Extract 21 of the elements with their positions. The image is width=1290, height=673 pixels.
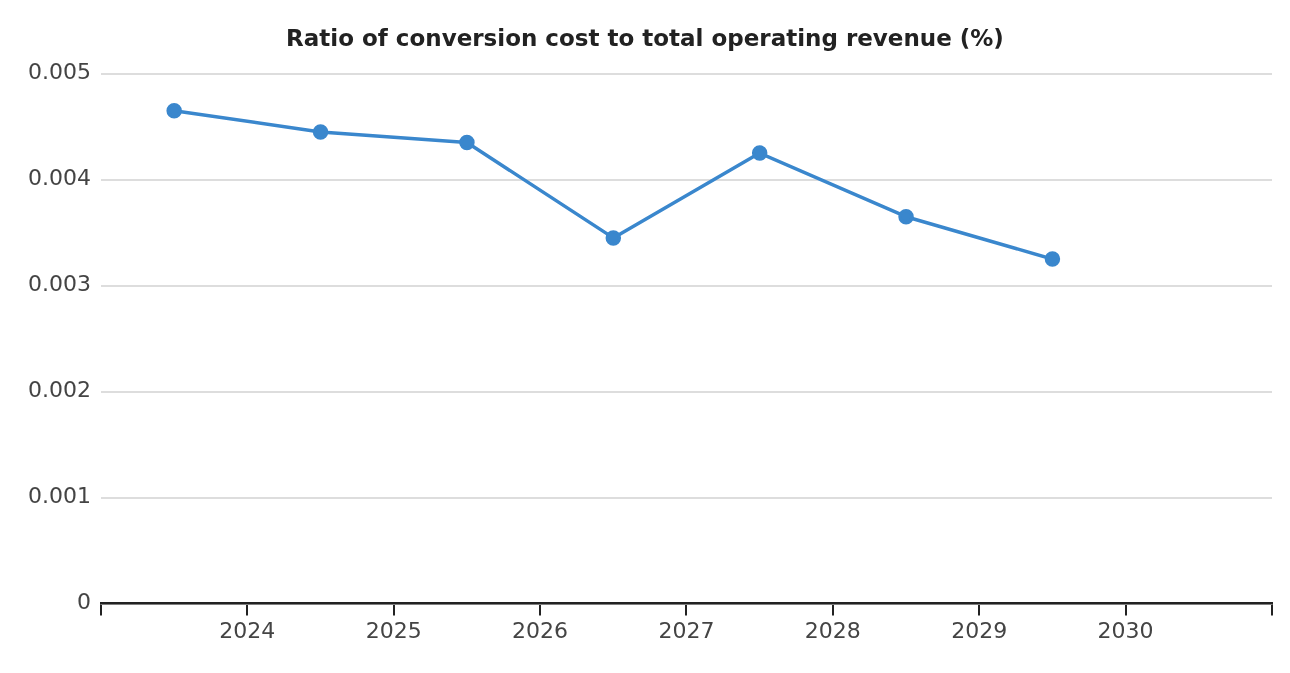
x-tick-label: 2026 (512, 617, 569, 643)
point (166, 102, 182, 119)
point (1044, 251, 1061, 267)
y-tick-label: 0.005 (28, 59, 91, 85)
x-tick-label: 2024 (219, 617, 276, 643)
y-tick-label: 0.004 (28, 165, 91, 191)
y-tick-label: 0.001 (28, 483, 91, 509)
point (898, 208, 914, 225)
y-tick-label: 0.003 (28, 271, 91, 297)
point (605, 230, 622, 246)
x-tick-label: 2029 (951, 617, 1008, 643)
x-tick-label: 2027 (658, 617, 715, 643)
y-tick-label: 0 (76, 589, 91, 615)
point (751, 145, 768, 161)
point (459, 134, 475, 151)
x-tick-label: 2028 (804, 617, 861, 643)
x-tick-label: 2025 (365, 617, 422, 643)
y-tick-label: 0.002 (28, 377, 91, 403)
point (312, 124, 329, 140)
chart-title: Ratio of conversion cost to total operating revenue (%) (286, 24, 1004, 51)
x-tick-label: 2030 (1097, 617, 1154, 643)
